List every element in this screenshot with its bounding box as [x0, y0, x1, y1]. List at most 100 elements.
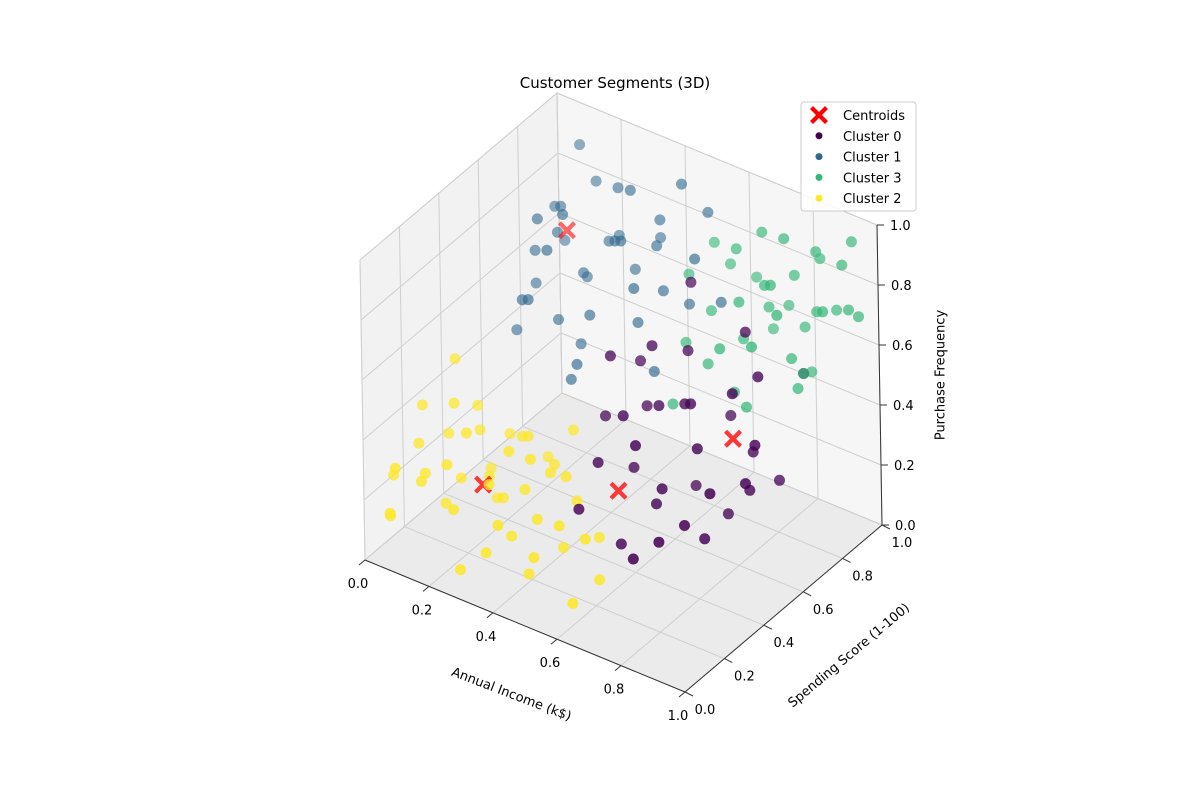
- data-point: [529, 244, 541, 256]
- gridline-z-left: [360, 152, 559, 321]
- x-axis-label: Annual Income (k$): [449, 665, 573, 725]
- gridline-y-bottom: [443, 492, 764, 626]
- data-point: [786, 353, 798, 365]
- y-tick-mark: [881, 524, 891, 530]
- data-point: [831, 304, 843, 316]
- gridline-x-bottom: [492, 445, 691, 614]
- gridline-y-left: [398, 226, 405, 527]
- x-tick-mark: [614, 665, 622, 671]
- data-points: [384, 139, 864, 609]
- legend-marker: [815, 153, 823, 161]
- data-point: [506, 530, 518, 542]
- gridline-y-bottom: [483, 459, 804, 593]
- y-tick-mark: [684, 691, 694, 697]
- data-point: [522, 430, 534, 442]
- data-point: [654, 214, 666, 226]
- data-point: [448, 397, 460, 409]
- y-tick-label: 0.6: [813, 603, 834, 618]
- data-point: [584, 309, 596, 321]
- data-point: [774, 474, 785, 486]
- y-tick-label: 0.8: [852, 569, 873, 584]
- data-point: [594, 574, 606, 586]
- tick-labels: 0.0 0.2 0.4 0.6 0.8 1.0 0.0 0.2 0.4 0.6 0.8 1.0 0.0 0…: [348, 219, 916, 724]
- data-point: [416, 399, 428, 411]
- gridline-y-bottom: [561, 392, 883, 526]
- data-point: [806, 366, 818, 378]
- z-axis-line: [876, 224, 883, 526]
- centroid-marker: [724, 429, 742, 448]
- data-point: [725, 258, 736, 270]
- gridline-z-left: [361, 212, 560, 381]
- data-point: [651, 498, 662, 510]
- x-tick-label: 0.6: [540, 656, 561, 671]
- data-point: [767, 323, 779, 335]
- data-point: [733, 296, 745, 308]
- data-point: [653, 536, 665, 548]
- data-point: [843, 304, 854, 316]
- data-point: [667, 398, 679, 410]
- data-point: [685, 398, 697, 410]
- data-point: [524, 453, 536, 465]
- x-tick-mark: [358, 559, 366, 566]
- data-point: [522, 294, 534, 306]
- data-point: [542, 451, 554, 463]
- data-point: [492, 519, 504, 531]
- data-point: [485, 462, 497, 474]
- data-point: [657, 285, 669, 297]
- data-point: [455, 472, 467, 484]
- data-point: [680, 336, 692, 348]
- data-point: [798, 368, 810, 379]
- data-point: [749, 439, 761, 451]
- data-point: [756, 226, 768, 238]
- legend-label: Cluster 1: [843, 151, 902, 166]
- data-point: [771, 309, 783, 321]
- x-tick-mark: [422, 586, 430, 592]
- data-point: [641, 400, 653, 412]
- data-point: [448, 504, 460, 516]
- data-point: [415, 475, 427, 487]
- data-point: [593, 532, 605, 543]
- data-point: [836, 259, 848, 271]
- y-tick-mark: [842, 557, 851, 563]
- data-point: [523, 568, 535, 580]
- gridline-z-left: [359, 92, 558, 261]
- chart-title: Customer Segments (3D): [520, 74, 711, 92]
- legend-label: Cluster 2: [843, 192, 902, 207]
- y-tick-label: 0.4: [773, 636, 794, 651]
- data-point: [497, 492, 509, 504]
- data-point: [704, 488, 716, 500]
- gridline-y-left: [438, 193, 445, 494]
- data-point: [419, 467, 431, 479]
- data-point: [628, 283, 640, 294]
- gridline-y-left: [517, 126, 524, 427]
- data-point: [567, 598, 579, 609]
- data-point: [573, 503, 585, 515]
- x-axis-line: [364, 559, 686, 693]
- data-point: [651, 240, 663, 252]
- data-point: [653, 400, 665, 412]
- data-point: [590, 175, 602, 187]
- x-tick-mark: [550, 638, 558, 645]
- data-point: [702, 206, 714, 218]
- data-point: [699, 533, 711, 545]
- data-point: [679, 520, 690, 531]
- data-point: [763, 301, 775, 313]
- data-point: [702, 358, 714, 370]
- z-tick-label: 0.8: [891, 279, 912, 294]
- data-point: [778, 233, 790, 245]
- centroid-marker: [609, 481, 628, 500]
- data-point: [810, 246, 822, 258]
- data-point: [656, 483, 668, 495]
- data-point: [558, 542, 570, 554]
- data-point: [389, 462, 401, 474]
- data-point: [682, 345, 694, 357]
- y-tick-mark: [724, 658, 733, 664]
- gridline-x-back: [620, 119, 627, 420]
- data-point: [555, 200, 567, 212]
- data-point: [503, 446, 515, 457]
- centroid-marker: [558, 221, 576, 240]
- data-point: [627, 553, 639, 565]
- data-point: [449, 353, 461, 365]
- data-point: [648, 366, 660, 377]
